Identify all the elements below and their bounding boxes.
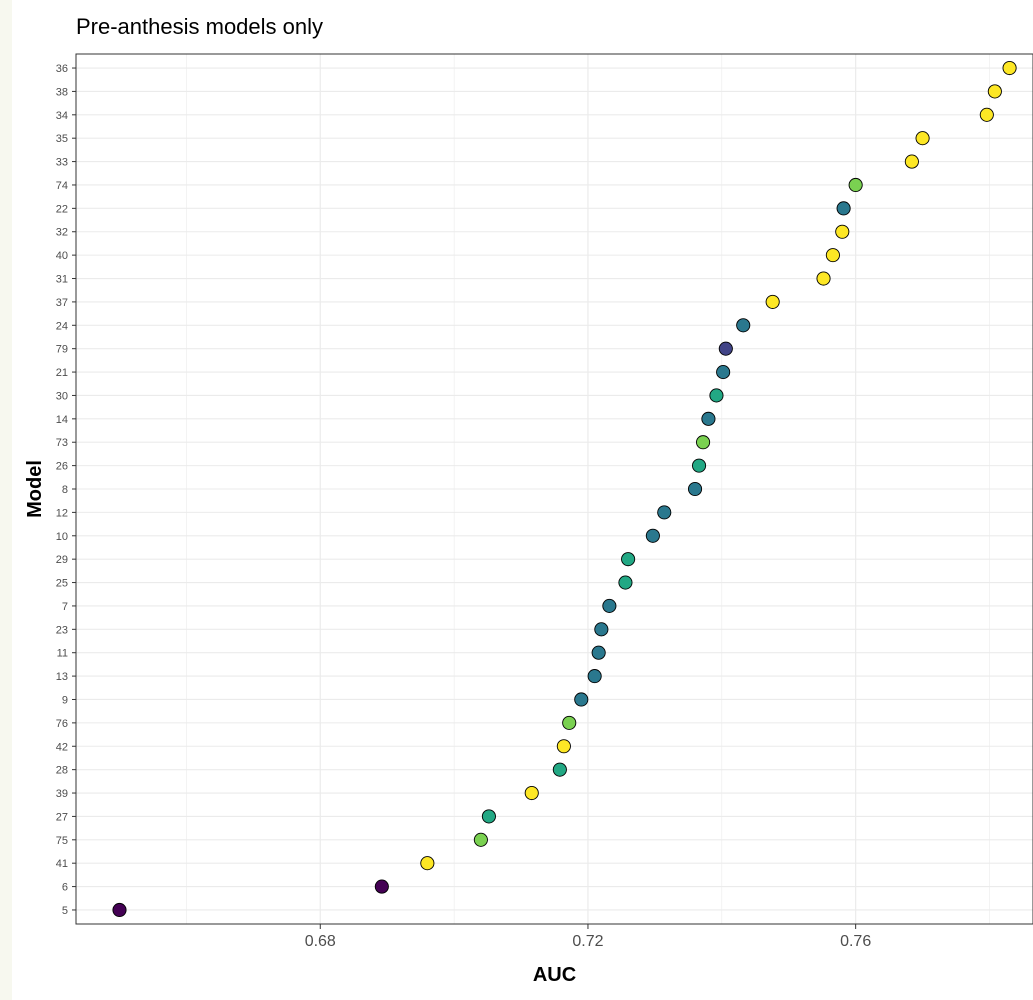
y-tick-label: 30: [56, 390, 68, 402]
x-tick-label: 0.68: [305, 933, 336, 950]
data-point: [556, 739, 571, 754]
y-tick-label: 33: [56, 157, 68, 169]
data-point: [112, 902, 127, 918]
x-axis-title: AUC: [533, 964, 576, 986]
data-point: [481, 809, 496, 824]
data-point: [602, 598, 617, 613]
y-tick-label: 7: [62, 601, 68, 613]
data-point: [825, 248, 840, 263]
data-point: [736, 318, 751, 333]
y-tick-label: 41: [56, 858, 68, 870]
y-tick-label: 26: [56, 461, 68, 473]
chart-page: Pre-anthesis models only 5 6 41 75 27 39 28 42 7…: [12, 0, 1033, 1000]
x-tick-label: 0.76: [840, 933, 871, 950]
data-point: [701, 411, 716, 426]
y-tick-label: 34: [56, 110, 68, 122]
data-point: [692, 458, 707, 473]
x-axis-ticks: 0.68 0.72 0.76: [305, 924, 871, 950]
y-tick-label: 14: [56, 414, 68, 426]
data-point: [716, 365, 731, 380]
data-point: [836, 201, 851, 216]
y-tick-label: 42: [56, 741, 68, 753]
y-tick-label: 28: [56, 765, 68, 777]
data-point: [979, 107, 994, 122]
data-point: [835, 224, 850, 239]
data-point: [524, 785, 539, 801]
y-tick-label: 74: [56, 180, 68, 192]
data-point: [374, 879, 389, 894]
data-point: [552, 762, 567, 777]
data-point: [987, 84, 1002, 99]
data-point: [657, 505, 672, 520]
data-point: [562, 715, 577, 730]
data-point: [594, 622, 609, 637]
y-tick-label: 27: [56, 811, 68, 823]
data-point: [687, 481, 703, 497]
y-tick-label: 22: [56, 203, 68, 215]
y-tick-label: 38: [56, 86, 68, 98]
scatter-chart: Pre-anthesis models only 5 6 41 75 27 39 28 42 7…: [24, 14, 1033, 986]
data-point: [1002, 60, 1017, 76]
y-tick-label: 76: [56, 718, 68, 730]
y-tick-label: 29: [56, 554, 68, 566]
y-tick-label: 6: [62, 882, 68, 894]
y-tick-label: 8: [62, 484, 68, 496]
y-axis-title: Model: [24, 460, 46, 518]
y-tick-label: 9: [62, 694, 68, 706]
data-point: [904, 154, 919, 169]
data-points: [112, 60, 1017, 918]
data-point: [696, 435, 711, 450]
grid-lines: [76, 54, 1033, 924]
y-tick-label: 23: [56, 624, 68, 636]
data-point: [915, 131, 930, 146]
chart-title: Pre-anthesis models only: [76, 14, 323, 39]
data-point: [587, 669, 602, 684]
x-tick-label: 0.72: [572, 933, 603, 950]
y-axis-ticks: 5 6 41 75 27 39 28 42 76 9 13 11 23 7 25 29 10 12 8 26 73 14 3…: [56, 63, 76, 917]
data-point: [816, 271, 831, 286]
data-point: [574, 692, 589, 707]
y-tick-label: 40: [56, 250, 68, 262]
y-tick-label: 10: [56, 531, 68, 543]
data-point: [709, 388, 724, 403]
y-tick-label: 31: [56, 274, 68, 286]
y-tick-label: 5: [62, 905, 68, 917]
y-tick-label: 39: [56, 788, 68, 800]
y-tick-label: 36: [56, 63, 68, 75]
data-point: [591, 645, 606, 660]
y-tick-label: 13: [56, 671, 68, 683]
y-tick-label: 12: [56, 507, 68, 519]
y-tick-label: 37: [56, 297, 68, 309]
data-point: [718, 341, 733, 356]
data-point: [618, 575, 633, 590]
y-tick-label: 79: [56, 344, 68, 356]
y-tick-label: 21: [56, 367, 68, 379]
y-tick-label: 75: [56, 835, 68, 847]
data-point: [621, 552, 636, 567]
data-point: [645, 528, 660, 543]
y-tick-label: 35: [56, 133, 68, 145]
y-tick-label: 11: [57, 648, 68, 660]
data-point: [473, 832, 488, 847]
data-point: [765, 294, 780, 309]
y-tick-label: 24: [56, 320, 68, 332]
y-tick-label: 25: [56, 578, 68, 590]
y-tick-label: 32: [56, 227, 68, 239]
data-point: [848, 177, 863, 193]
y-tick-label: 73: [56, 437, 68, 449]
data-point: [420, 856, 435, 871]
